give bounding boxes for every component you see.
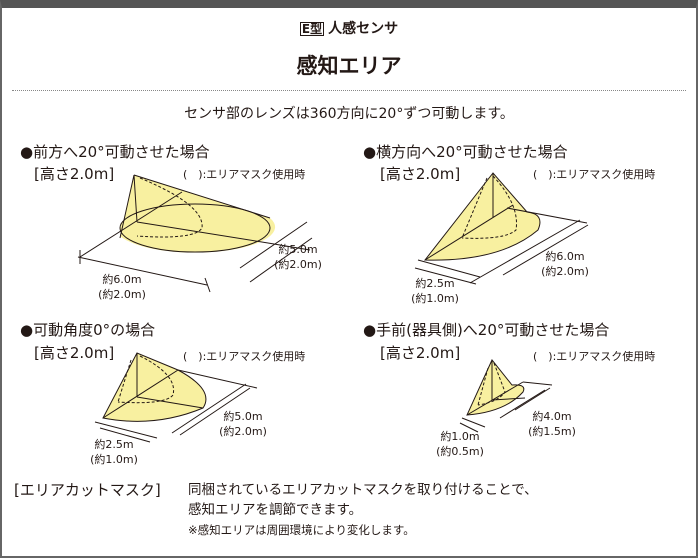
- product-name: 人感センサ: [328, 21, 399, 37]
- footer-note: ※感知エリアは周囲環境により変化します。: [188, 523, 415, 537]
- height-label: [高さ2.0m]: [380, 344, 461, 362]
- subtitle: センサ部のレンズは360方向に20°ずつ可動します。: [184, 106, 514, 122]
- dim-depth: 約6.0m (約2.0m): [541, 250, 589, 278]
- diagram-forward-20: [77, 174, 313, 293]
- dim-depth: 約5.0m (約2.0m): [274, 243, 322, 271]
- panel-title-near: ●手前(器具側)へ20°可動させた場合: [363, 321, 610, 339]
- panel-title-forward: ●前方へ20°可動させた場合: [20, 143, 210, 161]
- panel-title-angle-0: ●可動角度0°の場合: [20, 321, 156, 339]
- panel-title-side: ●横方向へ20°可動させた場合: [363, 143, 568, 161]
- diagram-angle-0: [94, 352, 258, 443]
- sensor-type-heading: E型 人感センサ: [0, 22, 698, 36]
- dim-width: 約6.0m (約2.0m): [98, 273, 146, 301]
- mask-note: ( ):エリアマスク使用時: [533, 350, 656, 363]
- type-badge: E型: [299, 22, 325, 36]
- height-label: [高さ2.0m]: [34, 344, 115, 362]
- mask-note: ( ):エリアマスク使用時: [183, 168, 306, 181]
- area-cut-mask-heading: [エリアカットマスク]: [14, 481, 161, 499]
- dim-depth: 約5.0m (約2.0m): [219, 410, 267, 438]
- height-label: [高さ2.0m]: [380, 165, 461, 183]
- diagram-near-20: [459, 359, 553, 433]
- mask-note: ( ):エリアマスク使用時: [533, 168, 656, 181]
- page-title: 感知エリア: [296, 54, 402, 78]
- mask-note: ( ):エリアマスク使用時: [183, 350, 306, 363]
- dim-width: 約1.0m (約0.5m): [436, 430, 484, 458]
- height-label: [高さ2.0m]: [34, 165, 115, 183]
- footer-line-2: 感知エリアを調節できます。: [188, 502, 363, 518]
- dim-width: 約2.5m (約1.0m): [411, 277, 459, 305]
- dotted-divider: [12, 90, 686, 91]
- diagram-side-20: [414, 172, 589, 285]
- footer-line-1: 同梱されているエリアカットマスクを取り付けることで、: [188, 482, 538, 498]
- dim-depth: 約4.0m (約1.5m): [528, 410, 576, 438]
- dim-width: 約2.5m (約1.0m): [90, 438, 138, 466]
